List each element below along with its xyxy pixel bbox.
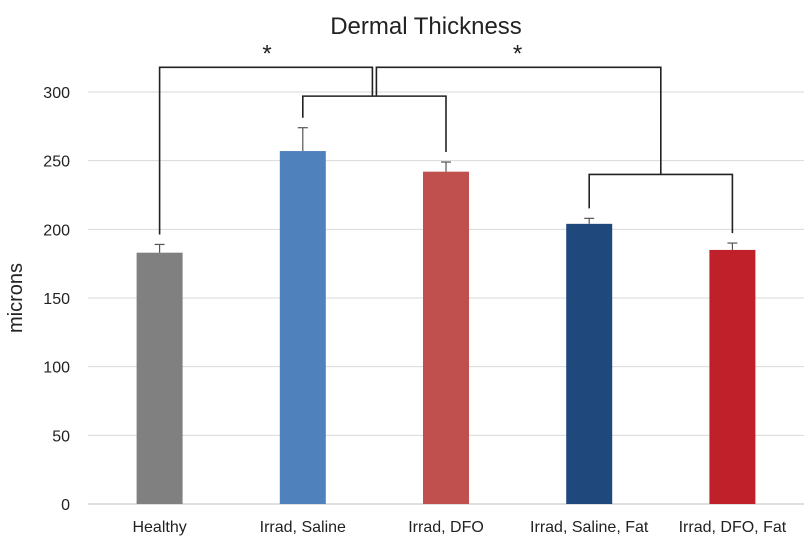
x-tick-label: Healthy (132, 519, 186, 536)
bar (279, 151, 326, 504)
y-tick-label: 250 (43, 154, 70, 171)
bars (136, 127, 756, 505)
chart-title: Dermal Thickness (330, 13, 522, 40)
x-tick-label: Irrad, Saline, Fat (530, 519, 649, 536)
y-tick-label: 50 (52, 428, 70, 445)
tick-labels: 0 50 100 150 200 250 300 Healthy Irrad, Saline Ir… (43, 85, 786, 536)
bracket-saline-dfo (301, 95, 447, 153)
bar (566, 223, 613, 504)
x-tick-label: Irrad, DFO (408, 519, 484, 536)
x-tick-label: Irrad, Saline (260, 519, 346, 536)
significance-asterisk: * (513, 40, 522, 67)
y-tick-label: 100 (43, 360, 70, 377)
bar (423, 171, 469, 505)
y-axis-label: microns (5, 263, 27, 333)
significance-brackets: * * (158, 40, 734, 235)
significance-asterisk: * (262, 40, 271, 67)
bar (136, 252, 183, 504)
y-tick-label: 200 (43, 222, 70, 239)
bar (709, 249, 756, 504)
x-tick-label: Irrad, DFO, Fat (679, 519, 787, 536)
bracket-irrad-vs-fat (375, 66, 662, 175)
y-tick-label: 300 (43, 85, 70, 102)
bracket-healthy-vs-irrad (158, 66, 374, 235)
y-tick-label: 150 (43, 291, 70, 308)
y-tick-label: 0 (61, 497, 70, 514)
